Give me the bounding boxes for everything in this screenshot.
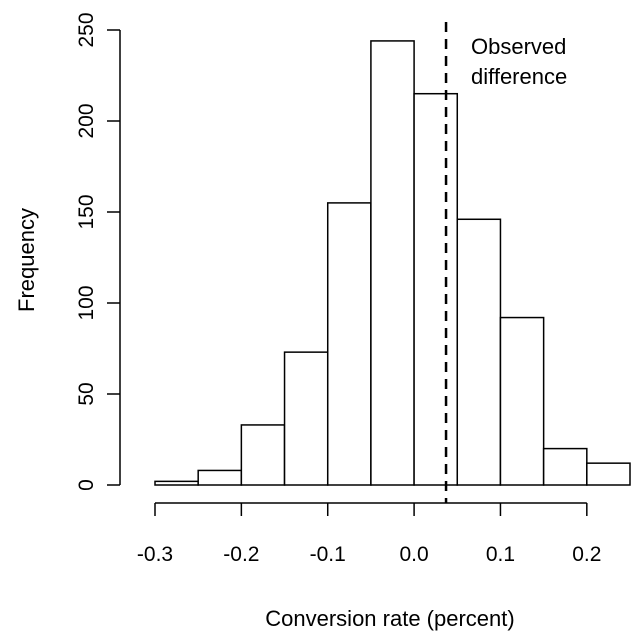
y-tick-label-2: 100: [75, 285, 98, 320]
y-tick-label-1: 50: [75, 382, 98, 405]
histogram-bar-5: [370, 40, 415, 486]
histogram-bar-1: [197, 469, 243, 486]
y-axis: 0 50 100 150 200 250: [75, 12, 121, 491]
x-tick-label-2: -0.1: [310, 543, 346, 566]
histogram-bar-10: [586, 462, 631, 486]
y-tick-label-3: 150: [75, 194, 98, 229]
y-axis-title: Frequency: [14, 208, 39, 312]
x-axis-title: Conversion rate (percent): [265, 606, 514, 631]
histogram-bar-2: [240, 424, 286, 486]
y-tick-label-0: 0: [75, 479, 98, 491]
x-tick-label-0: -0.3: [137, 543, 173, 566]
histogram-bar-9: [542, 447, 588, 486]
observed-difference-label-line-2: difference: [471, 64, 567, 89]
observed-difference-label-line-1: Observed: [471, 34, 566, 59]
histogram-bar-7: [456, 218, 502, 486]
x-tick-label-3: 0.0: [399, 543, 428, 566]
histogram-bar-0: [154, 480, 199, 486]
y-tick-label-4: 200: [75, 103, 98, 138]
x-tick-label-5: 0.2: [572, 543, 601, 566]
histogram-bar-8: [499, 316, 545, 486]
x-tick-label-4: 0.1: [486, 543, 515, 566]
histogram-bar-3: [283, 351, 329, 486]
y-tick-label-5: 250: [75, 12, 98, 47]
x-tick-label-1: -0.2: [223, 543, 259, 566]
histogram-bar-6: [413, 92, 459, 486]
x-axis: -0.3 -0.2 -0.1 0.0 0.1 0.2: [137, 502, 601, 566]
histogram-bars: [154, 40, 631, 486]
histogram-bar-4: [326, 202, 372, 486]
